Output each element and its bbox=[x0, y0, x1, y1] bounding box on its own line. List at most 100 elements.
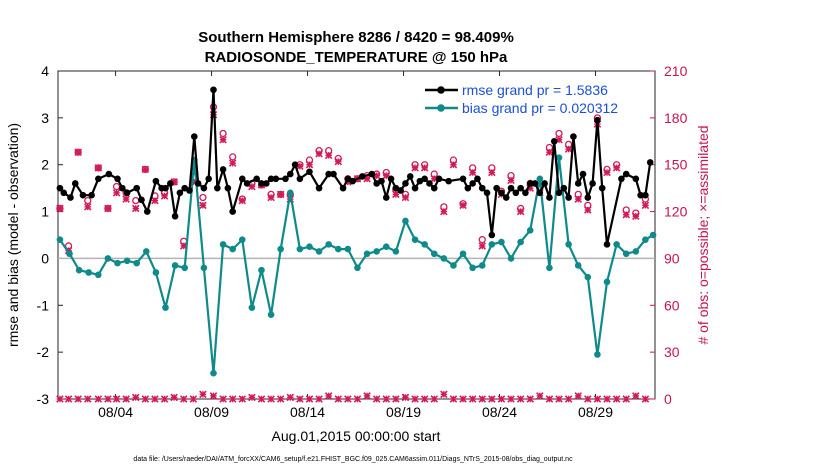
obs-baseline-point bbox=[56, 395, 64, 403]
rmse-point bbox=[200, 184, 208, 192]
obs-baseline-point bbox=[324, 392, 333, 400]
obs-assimilated-point bbox=[160, 192, 169, 200]
obs-assimilated-point bbox=[141, 165, 150, 174]
rmse-point bbox=[238, 175, 246, 183]
rmse-point bbox=[584, 194, 592, 201]
obs-baseline-point bbox=[593, 395, 602, 403]
bias-point bbox=[200, 264, 208, 272]
bias-point bbox=[584, 273, 592, 281]
obs-assimilated-point bbox=[112, 189, 121, 197]
y-axis-label: rmse and bias (model - observation) bbox=[5, 123, 21, 347]
rmse-point bbox=[267, 175, 275, 183]
rmse-point bbox=[445, 177, 452, 185]
obs-baseline-point bbox=[160, 395, 169, 403]
rmse-point bbox=[646, 159, 654, 166]
obs-assimilated-point bbox=[104, 204, 112, 213]
obs-baseline-point bbox=[536, 392, 544, 400]
bias-point bbox=[440, 255, 448, 262]
right-y-tick-label: 180 bbox=[664, 110, 688, 126]
obs-assimilated-point bbox=[401, 193, 410, 202]
rmse-point bbox=[550, 137, 558, 145]
rmse-point bbox=[315, 184, 323, 192]
obs-assimilated-point bbox=[74, 148, 82, 156]
right-y-tick-label: 30 bbox=[664, 344, 680, 360]
legend-bias-marker bbox=[437, 104, 445, 112]
obs-baseline-point bbox=[179, 395, 188, 403]
obs-assimilated-point bbox=[131, 204, 140, 213]
rmse-point bbox=[474, 175, 481, 183]
obs-assimilated-point bbox=[603, 168, 611, 177]
rmse-point bbox=[483, 189, 491, 197]
bias-point bbox=[498, 238, 505, 246]
obs-possible-point bbox=[199, 193, 207, 202]
obs-baseline-point bbox=[632, 392, 640, 400]
x-axis-label: Aug.01,2015 00:00:00 start bbox=[272, 428, 441, 444]
obs-baseline-point bbox=[199, 390, 207, 399]
rmse-point bbox=[123, 189, 131, 197]
obs-baseline-point bbox=[296, 395, 304, 403]
obs-baseline-point bbox=[574, 392, 582, 400]
rmse-point bbox=[579, 170, 587, 178]
bias-point bbox=[162, 304, 169, 311]
bias-point bbox=[286, 189, 294, 197]
obs-assimilated-point bbox=[56, 204, 64, 213]
obs-assimilated-point bbox=[584, 206, 592, 214]
obs-baseline-point bbox=[516, 395, 525, 403]
rmse-point bbox=[637, 191, 644, 199]
rmse-point bbox=[296, 175, 304, 183]
bias-point bbox=[181, 264, 188, 272]
obs-baseline-point bbox=[478, 395, 487, 403]
bias-point bbox=[56, 236, 64, 243]
obs-baseline-point bbox=[74, 395, 82, 403]
rmse-point bbox=[143, 208, 151, 215]
obs-assimilated-point bbox=[228, 159, 237, 167]
rmse-point bbox=[632, 175, 640, 183]
rmse-point bbox=[325, 170, 332, 178]
obs-baseline-point bbox=[64, 395, 73, 403]
rmse-point bbox=[507, 184, 515, 192]
obs-possible-point bbox=[478, 236, 486, 244]
x-tick-label: 08/29 bbox=[578, 404, 613, 420]
obs-baseline-point bbox=[228, 395, 237, 403]
bias-point bbox=[248, 304, 256, 311]
rmse-point bbox=[105, 170, 113, 178]
obs-assimilated-point bbox=[440, 207, 448, 216]
rmse-point bbox=[512, 189, 520, 197]
obs-assimilated-point bbox=[545, 148, 554, 156]
bias-point bbox=[469, 264, 476, 272]
obs-baseline-point bbox=[488, 395, 496, 403]
bias-point bbox=[517, 238, 524, 246]
x-tick-label: 08/09 bbox=[194, 404, 229, 420]
rmse-point bbox=[570, 133, 577, 140]
rmse-point bbox=[186, 187, 193, 194]
obs-possible-point bbox=[219, 129, 227, 138]
obs-assimilated-point bbox=[199, 201, 207, 210]
chart-subtitle: RADIOSONDE_TEMPERATURE @ 150 hPa bbox=[205, 49, 508, 66]
bias-point bbox=[642, 236, 649, 243]
obs-baseline-point bbox=[372, 395, 381, 403]
y-tick-label: 3 bbox=[41, 110, 49, 126]
legend-rmse-marker bbox=[437, 86, 445, 94]
plot-area bbox=[57, 70, 656, 400]
x-tick-label: 08/14 bbox=[290, 404, 325, 420]
obs-baseline-point bbox=[122, 395, 130, 403]
bias-point bbox=[603, 278, 611, 286]
obs-assimilated-point bbox=[516, 207, 525, 216]
rmse-point bbox=[421, 175, 428, 183]
bias-point bbox=[430, 250, 438, 258]
rmse-point bbox=[282, 175, 289, 183]
bias-point bbox=[296, 245, 304, 253]
bias-point bbox=[382, 243, 390, 251]
rmse-point bbox=[194, 180, 202, 187]
y-tick-label: -3 bbox=[37, 391, 50, 407]
obs-baseline-point bbox=[344, 395, 352, 403]
bias-point bbox=[546, 264, 553, 272]
rmse-point bbox=[397, 187, 404, 194]
obs-baseline-point bbox=[267, 395, 275, 403]
obs-baseline-point bbox=[257, 395, 266, 403]
obs-baseline-point bbox=[507, 395, 515, 403]
bias-point bbox=[123, 257, 131, 265]
rmse-point bbox=[95, 175, 102, 183]
y-tick-label: 2 bbox=[41, 157, 49, 173]
